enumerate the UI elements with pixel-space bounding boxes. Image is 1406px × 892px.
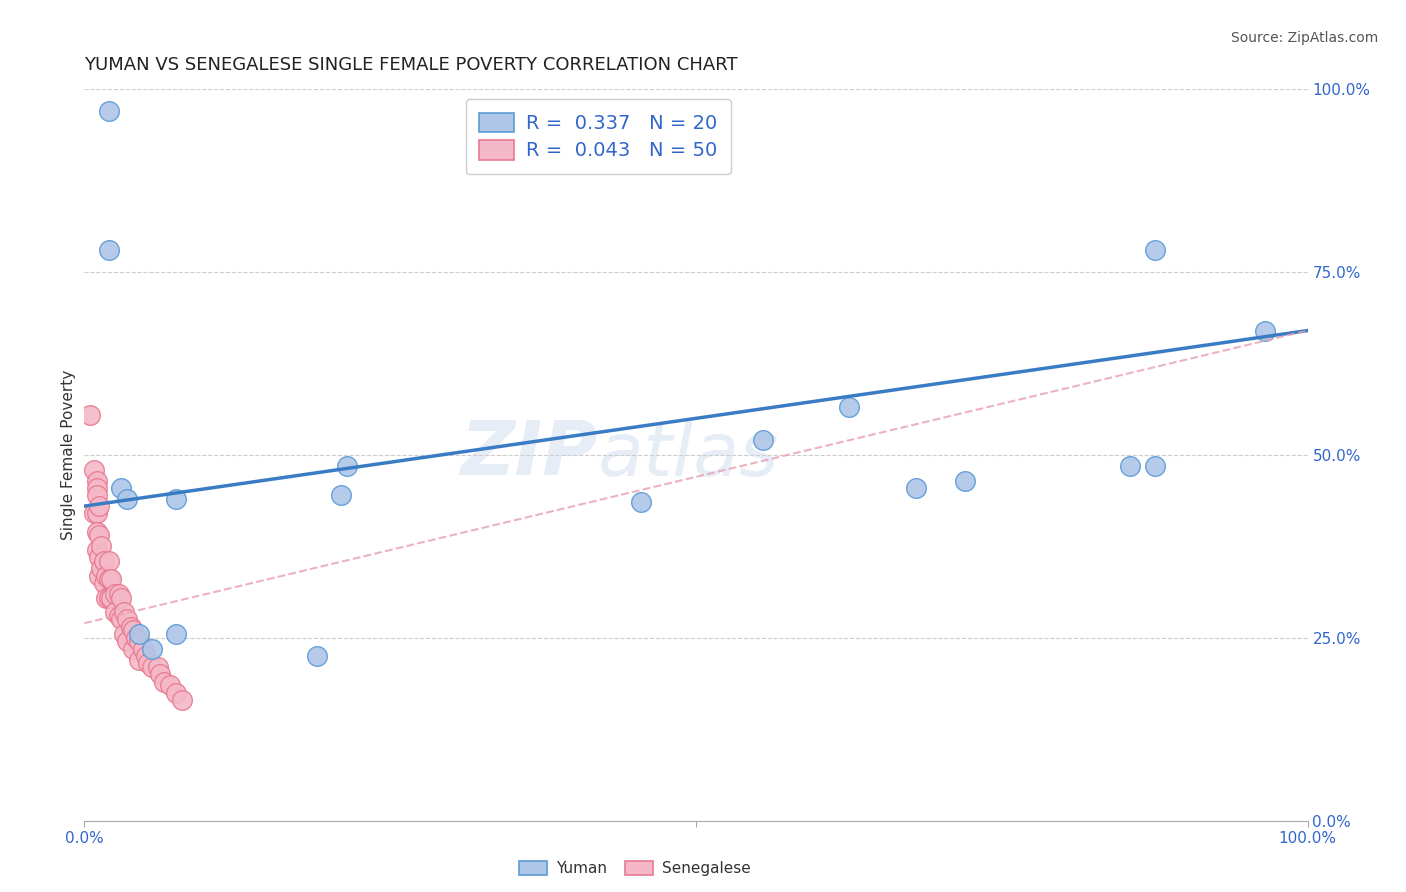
Point <box>93 576 115 591</box>
Point <box>953 474 976 488</box>
Point <box>128 653 150 667</box>
Point <box>115 634 138 648</box>
Point <box>135 649 157 664</box>
Point <box>104 587 127 601</box>
Point <box>96 591 118 605</box>
Point <box>120 620 142 634</box>
Point <box>86 481 108 495</box>
Point <box>159 678 181 692</box>
Point <box>172 693 194 707</box>
Point <box>97 591 120 605</box>
Point <box>86 543 108 558</box>
Point <box>87 528 110 542</box>
Point <box>86 507 108 521</box>
Point <box>905 481 928 495</box>
Point <box>136 657 159 671</box>
Point <box>97 572 120 586</box>
Point <box>1119 458 1142 473</box>
Point <box>330 488 353 502</box>
Point <box>110 481 132 495</box>
Point <box>165 627 187 641</box>
Point <box>83 507 105 521</box>
Text: YUMAN VS SENEGALESE SINGLE FEMALE POVERTY CORRELATION CHART: YUMAN VS SENEGALESE SINGLE FEMALE POVERT… <box>84 56 738 74</box>
Point <box>149 667 172 681</box>
Point <box>146 660 169 674</box>
Point <box>96 568 118 582</box>
Point <box>97 554 120 568</box>
Point <box>1143 243 1166 257</box>
Point <box>104 605 127 619</box>
Point <box>1143 458 1166 473</box>
Point <box>107 587 129 601</box>
Text: Source: ZipAtlas.com: Source: ZipAtlas.com <box>1230 31 1378 45</box>
Point <box>336 458 359 473</box>
Point <box>153 674 176 689</box>
Text: ZIP: ZIP <box>461 418 598 491</box>
Point <box>165 686 187 700</box>
Point <box>110 613 132 627</box>
Point <box>752 434 775 448</box>
Point <box>115 491 138 506</box>
Point <box>115 613 138 627</box>
Point <box>128 627 150 641</box>
Point <box>110 591 132 605</box>
Point <box>87 568 110 582</box>
Point <box>100 572 122 586</box>
Text: atlas: atlas <box>598 419 779 491</box>
Point <box>141 641 163 656</box>
Point <box>128 634 150 648</box>
Point <box>112 605 135 619</box>
Point <box>125 631 148 645</box>
Point <box>132 641 155 656</box>
Point <box>79 408 101 422</box>
Point <box>305 649 328 664</box>
Point <box>87 550 110 565</box>
Point <box>112 627 135 641</box>
Point <box>100 591 122 605</box>
Legend: Yuman, Senegalese: Yuman, Senegalese <box>513 855 756 882</box>
Point <box>83 462 105 476</box>
Point <box>93 554 115 568</box>
Point <box>90 539 112 553</box>
Point <box>165 491 187 506</box>
Point <box>630 495 652 509</box>
Point <box>1254 324 1277 338</box>
Point <box>90 561 112 575</box>
Y-axis label: Single Female Poverty: Single Female Poverty <box>60 370 76 540</box>
Point <box>87 499 110 513</box>
Point <box>107 608 129 623</box>
Point <box>86 474 108 488</box>
Point <box>86 488 108 502</box>
Point <box>122 641 145 656</box>
Point <box>141 660 163 674</box>
Point <box>122 624 145 638</box>
Point <box>97 243 120 257</box>
Point <box>86 524 108 539</box>
Point <box>97 104 120 119</box>
Point <box>838 401 860 415</box>
